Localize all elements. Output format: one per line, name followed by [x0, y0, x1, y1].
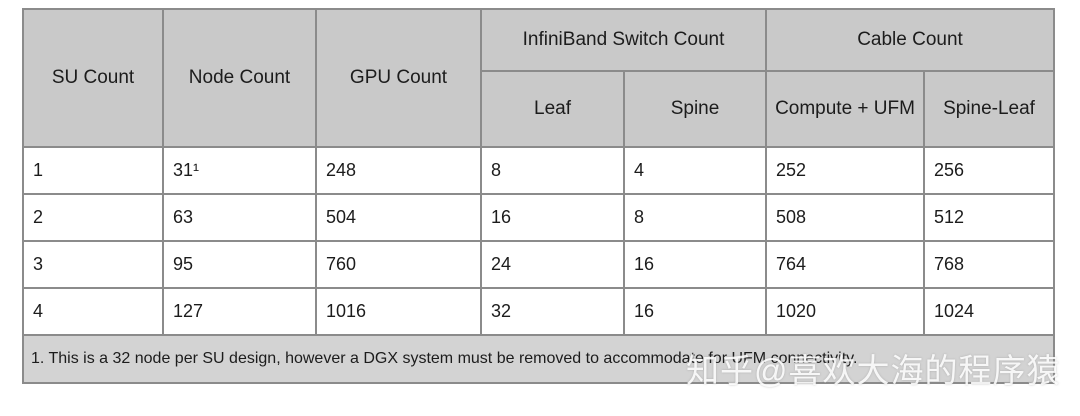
cell-su-count: 3 — [22, 240, 164, 289]
cell-leaf: 8 — [480, 146, 625, 195]
cell-gpu-count: 1016 — [315, 287, 482, 336]
header-spine-leaf: Spine-Leaf — [923, 70, 1056, 148]
table-row: 2 63 504 16 8 508 512 — [22, 193, 1056, 242]
footnote-row: 1. This is a 32 node per SU design, howe… — [21, 334, 1056, 384]
su-spec-table: SU Count Node Count GPU Count InfiniBand… — [21, 8, 1056, 384]
header-su-count: SU Count — [22, 8, 164, 148]
cell-node-count: 31¹ — [162, 146, 317, 195]
header-compute-ufm: Compute + UFM — [765, 70, 926, 148]
cell-spine-leaf: 256 — [923, 146, 1056, 195]
cell-spine: 8 — [622, 193, 768, 242]
cell-node-count: 95 — [162, 240, 317, 289]
header-node-count: Node Count — [162, 8, 317, 148]
header-group-row: SU Count Node Count GPU Count InfiniBand… — [22, 8, 1056, 148]
header-group-infiniband-switch-count: InfiniBand Switch Count — [479, 8, 768, 72]
cell-gpu-count: 504 — [315, 193, 482, 242]
cell-su-count: 4 — [22, 287, 164, 336]
table-row: 1 31¹ 248 8 4 252 256 — [22, 146, 1056, 195]
cell-compute-ufm: 1020 — [765, 287, 926, 336]
cell-spine: 16 — [622, 240, 768, 289]
cell-spine-leaf: 1024 — [923, 287, 1056, 336]
cell-compute-ufm: 508 — [765, 193, 926, 242]
header-leaf: Leaf — [480, 70, 625, 148]
table-row: 4 127 1016 32 16 1020 1024 — [22, 287, 1056, 336]
cell-gpu-count: 760 — [315, 240, 482, 289]
cell-spine-leaf: 512 — [923, 193, 1056, 242]
table-row: 3 95 760 24 16 764 768 — [22, 240, 1056, 289]
cell-spine: 16 — [622, 287, 768, 336]
cell-spine-leaf: 768 — [923, 240, 1056, 289]
table-footnote: 1. This is a 32 node per SU design, howe… — [21, 334, 1056, 384]
header-spine: Spine — [622, 70, 768, 148]
cell-leaf: 24 — [480, 240, 625, 289]
cell-gpu-count: 248 — [315, 146, 482, 195]
cell-su-count: 2 — [22, 193, 164, 242]
cell-leaf: 16 — [480, 193, 625, 242]
cell-leaf: 32 — [480, 287, 625, 336]
header-sub-row: Leaf Spine Compute + UFM Spine-Leaf — [23, 70, 1056, 148]
cell-node-count: 127 — [162, 287, 317, 336]
cell-node-count: 63 — [162, 193, 317, 242]
cell-compute-ufm: 764 — [765, 240, 926, 289]
cell-su-count: 1 — [22, 146, 164, 195]
cell-compute-ufm: 252 — [765, 146, 926, 195]
header-group-cable-count: Cable Count — [765, 8, 1056, 72]
header-gpu-count: GPU Count — [315, 8, 482, 148]
cell-spine: 4 — [622, 146, 768, 195]
